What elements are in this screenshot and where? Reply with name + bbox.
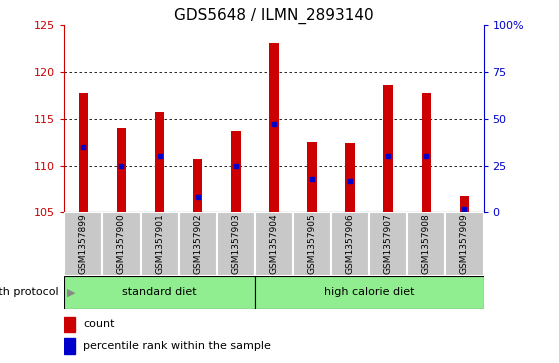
Text: growth protocol: growth protocol — [0, 287, 59, 297]
Text: GSM1357907: GSM1357907 — [383, 214, 393, 274]
Bar — [459, 196, 469, 212]
Text: GSM1357900: GSM1357900 — [117, 214, 126, 274]
Text: GSM1357901: GSM1357901 — [155, 214, 164, 274]
Bar — [179, 212, 217, 276]
Bar — [369, 212, 408, 276]
Bar — [64, 338, 75, 354]
Text: ▶: ▶ — [67, 287, 75, 297]
Text: GSM1357899: GSM1357899 — [79, 214, 88, 274]
Bar — [64, 317, 75, 332]
Bar — [446, 212, 484, 276]
Bar — [307, 142, 317, 212]
Bar — [421, 93, 431, 212]
Text: standard diet: standard diet — [122, 287, 197, 297]
Text: GSM1357902: GSM1357902 — [193, 214, 202, 274]
Bar — [345, 143, 355, 212]
Bar — [64, 276, 255, 309]
Bar — [64, 212, 102, 276]
Text: high calorie diet: high calorie diet — [324, 287, 414, 297]
Bar — [79, 93, 88, 212]
Bar — [293, 212, 331, 276]
Bar — [217, 212, 255, 276]
Bar — [331, 212, 369, 276]
Bar — [408, 212, 446, 276]
Bar — [231, 131, 240, 212]
Text: percentile rank within the sample: percentile rank within the sample — [83, 341, 271, 351]
Bar — [102, 212, 140, 276]
Title: GDS5648 / ILMN_2893140: GDS5648 / ILMN_2893140 — [174, 8, 374, 24]
Text: GSM1357909: GSM1357909 — [460, 214, 469, 274]
Text: GSM1357903: GSM1357903 — [231, 214, 240, 274]
Bar — [383, 85, 393, 212]
Bar — [255, 276, 484, 309]
Bar — [140, 212, 179, 276]
Text: GSM1357904: GSM1357904 — [269, 214, 278, 274]
Text: GSM1357906: GSM1357906 — [345, 214, 354, 274]
Text: GSM1357908: GSM1357908 — [422, 214, 431, 274]
Bar — [255, 212, 293, 276]
Bar — [117, 128, 126, 212]
Bar — [193, 159, 202, 212]
Text: GSM1357905: GSM1357905 — [307, 214, 316, 274]
Bar — [155, 112, 164, 212]
Text: count: count — [83, 319, 115, 329]
Bar — [269, 43, 279, 212]
